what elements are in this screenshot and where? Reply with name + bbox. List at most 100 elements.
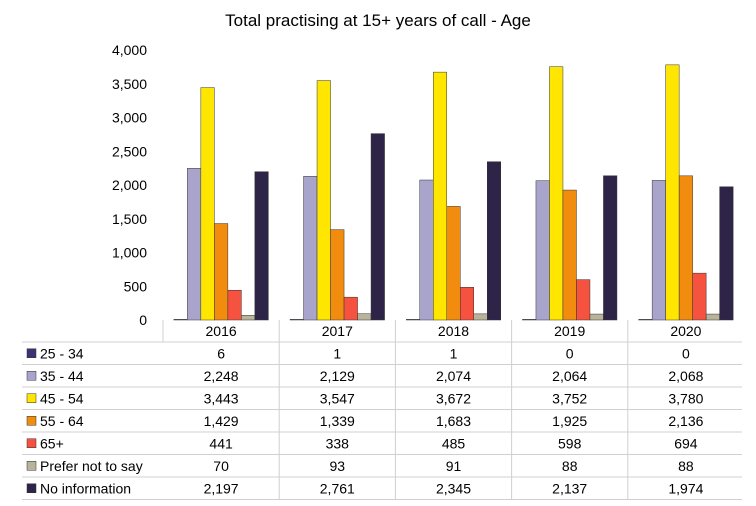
data-label: 2,197 <box>204 480 239 496</box>
data-label: 3,547 <box>320 390 355 406</box>
bars <box>173 64 734 321</box>
legend-swatch <box>26 393 37 403</box>
y-tick-label: 2,500 <box>112 143 147 159</box>
bar <box>535 180 550 321</box>
data-label: 2,137 <box>552 480 587 496</box>
legend-label: 25 - 34 <box>40 345 84 361</box>
data-label: 1,974 <box>668 480 703 496</box>
bar <box>576 279 591 321</box>
data-label: 338 <box>326 435 350 451</box>
data-label: 694 <box>674 435 698 451</box>
data-label: 598 <box>558 435 582 451</box>
data-label: 2,248 <box>204 368 239 384</box>
y-tick-label: 0 <box>139 312 147 328</box>
x-tick-label: 2020 <box>670 323 701 339</box>
bar <box>254 171 269 321</box>
legend-swatch <box>26 348 37 358</box>
bar <box>473 313 488 321</box>
bar <box>562 189 577 321</box>
bar <box>549 66 564 321</box>
data-label: 3,780 <box>668 390 703 406</box>
data-label: 1,683 <box>436 413 471 429</box>
bar <box>227 289 242 321</box>
bar <box>446 206 461 321</box>
bar <box>289 319 304 321</box>
legend-swatch <box>26 483 37 493</box>
y-tick-label: 1,000 <box>112 245 147 261</box>
data-label: 1,925 <box>552 413 587 429</box>
data-label: 2,136 <box>668 413 703 429</box>
legend-label: 65+ <box>40 435 64 451</box>
bar <box>330 229 345 321</box>
legend-label: Prefer not to say <box>40 458 143 474</box>
bar <box>357 313 372 321</box>
bar <box>487 161 501 321</box>
data-label: 2,064 <box>552 368 587 384</box>
bar <box>651 180 666 321</box>
bar <box>719 186 734 321</box>
legend-swatch <box>26 371 37 381</box>
bar <box>705 313 720 321</box>
data-label: 70 <box>213 458 229 474</box>
data-label: 485 <box>442 435 466 451</box>
legend-label: 35 - 44 <box>40 368 84 384</box>
data-label: 91 <box>446 458 462 474</box>
bar <box>406 319 420 321</box>
x-tick-label: 2019 <box>554 323 585 339</box>
data-label: 2,068 <box>668 368 703 384</box>
legend-swatch <box>26 438 37 448</box>
data-label: 3,443 <box>204 390 239 406</box>
bar <box>316 80 331 321</box>
y-tick-label: 4,000 <box>112 42 147 58</box>
data-label: 441 <box>209 435 233 451</box>
y-tick-label: 3,500 <box>112 76 147 92</box>
data-label: 2,345 <box>436 480 471 496</box>
x-tick-label: 2018 <box>438 323 469 339</box>
data-label: 3,752 <box>552 390 587 406</box>
bar <box>522 319 537 321</box>
data-table: 2016 2017 2018 2019 2020 25 - 34 6 1 1 0 0 35 - 44 2… <box>22 320 742 500</box>
legend-swatch <box>26 416 37 426</box>
data-label: 3,672 <box>436 390 471 406</box>
bar <box>665 64 680 321</box>
bar <box>303 176 318 321</box>
bar <box>187 168 202 321</box>
x-tick-label: 2016 <box>206 323 237 339</box>
bar <box>678 175 693 321</box>
legend-label: 45 - 54 <box>40 390 84 406</box>
data-label: 1 <box>450 345 458 361</box>
data-label: 1 <box>333 345 341 361</box>
bar <box>419 179 434 321</box>
data-label: 88 <box>678 458 694 474</box>
y-tick-label: 500 <box>124 278 148 294</box>
data-label: 2,129 <box>320 368 355 384</box>
bar <box>433 71 447 321</box>
x-tick-label: 2017 <box>322 323 353 339</box>
data-label: 6 <box>217 345 225 361</box>
bar <box>343 296 358 321</box>
y-tick-label: 2,000 <box>112 177 147 193</box>
bar <box>603 175 618 321</box>
chart-title: Total practising at 15+ years of call - … <box>225 11 531 30</box>
legend-label: 55 - 64 <box>40 413 84 429</box>
bar <box>173 319 188 321</box>
legend-label: No information <box>40 480 131 496</box>
bar <box>692 272 707 321</box>
bar <box>214 223 229 321</box>
bar <box>589 313 604 321</box>
bar <box>460 287 474 321</box>
data-label: 0 <box>682 345 690 361</box>
data-label: 1,339 <box>320 413 355 429</box>
bar <box>200 87 215 321</box>
data-label: 2,761 <box>320 480 355 496</box>
y-tick-label: 1,500 <box>112 211 147 227</box>
data-label: 2,074 <box>436 368 471 384</box>
bar <box>241 315 256 321</box>
data-label: 88 <box>562 458 578 474</box>
bar <box>638 319 653 321</box>
bar <box>370 133 385 321</box>
data-label: 93 <box>330 458 346 474</box>
y-axis: 0 500 1,000 1,500 2,000 2,500 3,000 3,500 4,000 <box>112 42 147 328</box>
y-tick-label: 3,000 <box>112 110 147 126</box>
